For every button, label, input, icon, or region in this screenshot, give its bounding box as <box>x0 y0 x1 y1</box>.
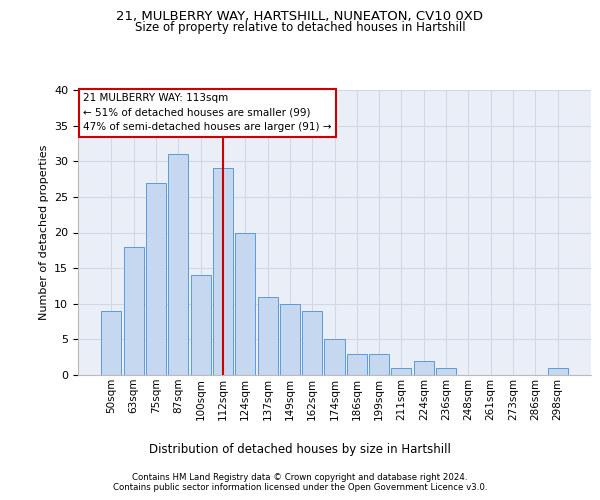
Bar <box>369 354 389 375</box>
Bar <box>302 311 322 375</box>
Text: 21 MULBERRY WAY: 113sqm
← 51% of detached houses are smaller (99)
47% of semi-de: 21 MULBERRY WAY: 113sqm ← 51% of detache… <box>83 93 332 132</box>
Bar <box>124 246 144 375</box>
Text: 21, MULBERRY WAY, HARTSHILL, NUNEATON, CV10 0XD: 21, MULBERRY WAY, HARTSHILL, NUNEATON, C… <box>116 10 484 23</box>
Bar <box>391 368 412 375</box>
Bar <box>414 361 434 375</box>
Bar <box>213 168 233 375</box>
Bar <box>168 154 188 375</box>
Bar <box>191 275 211 375</box>
Bar <box>235 232 255 375</box>
Bar <box>548 368 568 375</box>
Bar <box>257 296 278 375</box>
Y-axis label: Number of detached properties: Number of detached properties <box>38 145 49 320</box>
Text: Distribution of detached houses by size in Hartshill: Distribution of detached houses by size … <box>149 442 451 456</box>
Text: Contains public sector information licensed under the Open Government Licence v3: Contains public sector information licen… <box>113 484 487 492</box>
Text: Contains HM Land Registry data © Crown copyright and database right 2024.: Contains HM Land Registry data © Crown c… <box>132 472 468 482</box>
Bar <box>280 304 300 375</box>
Bar <box>146 182 166 375</box>
Bar <box>101 311 121 375</box>
Bar <box>347 354 367 375</box>
Text: Size of property relative to detached houses in Hartshill: Size of property relative to detached ho… <box>134 21 466 34</box>
Bar <box>436 368 456 375</box>
Bar <box>325 340 344 375</box>
